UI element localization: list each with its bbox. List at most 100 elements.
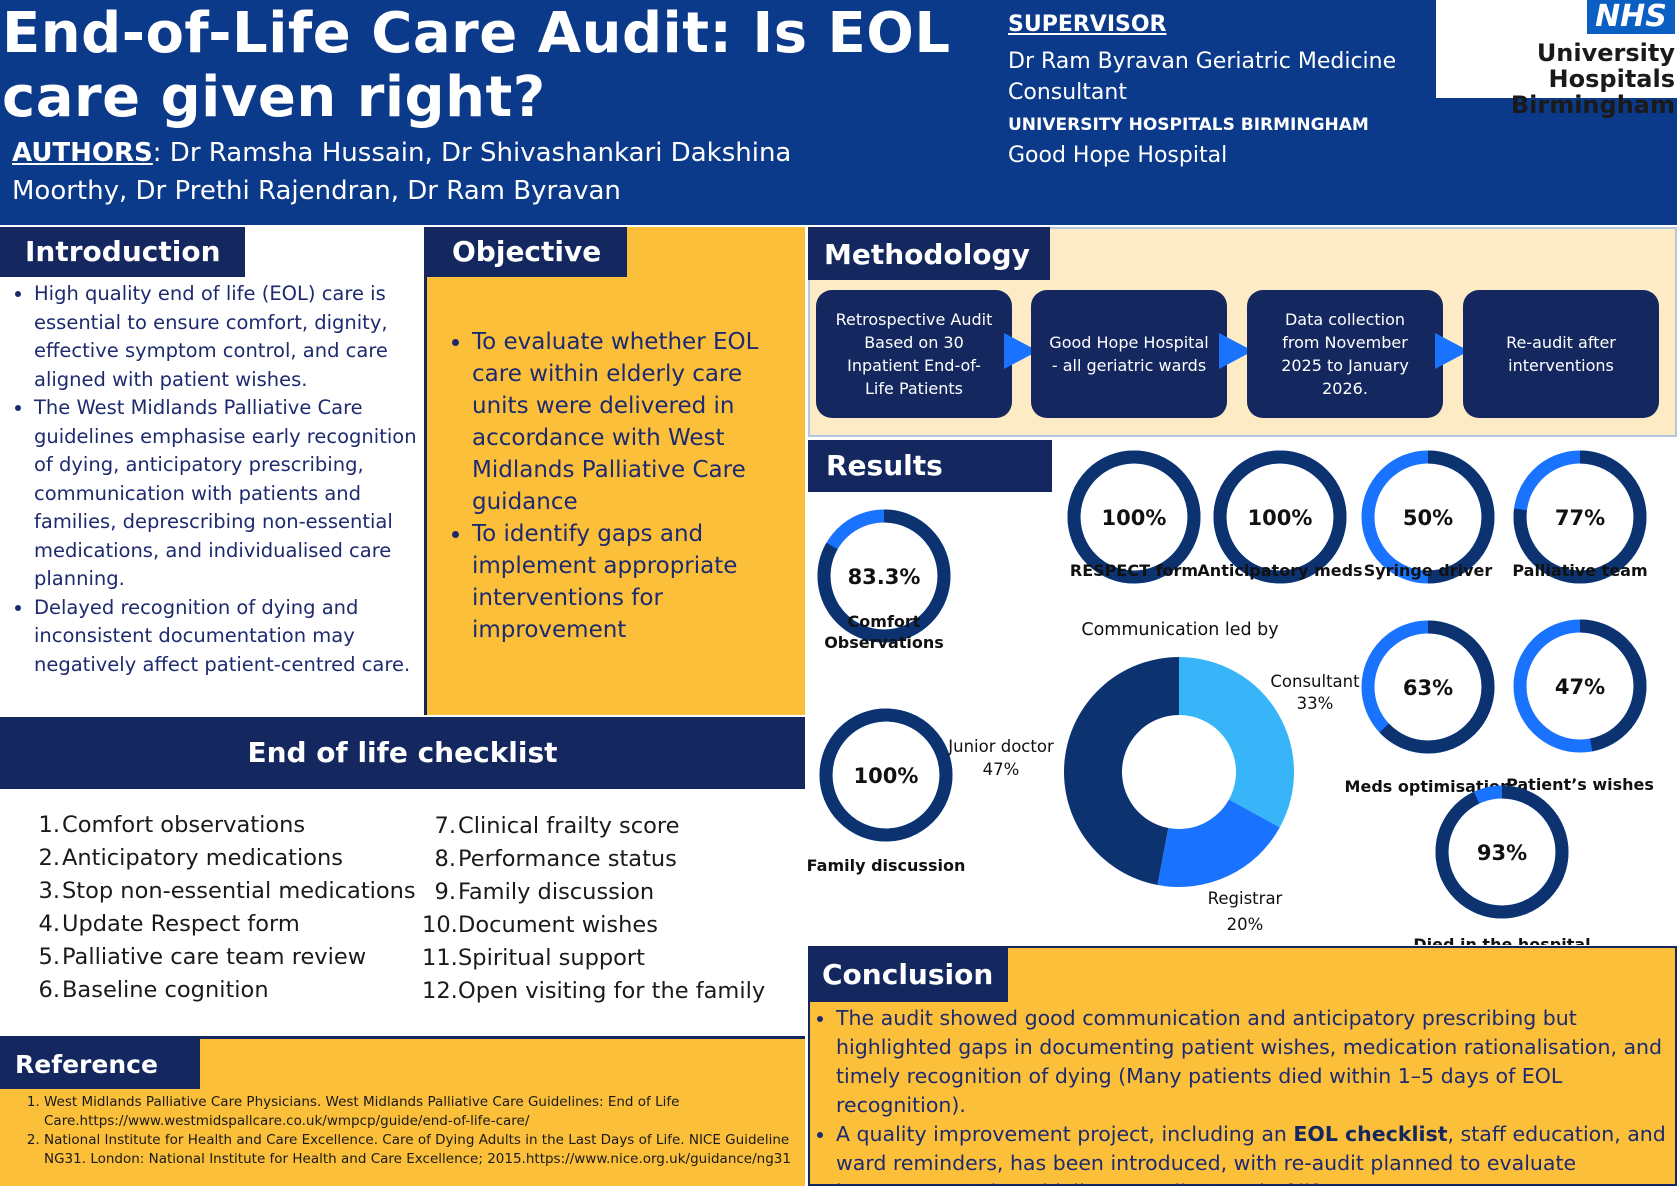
donut-category-label: Meds optimisation: [1345, 777, 1512, 796]
donut-category-label: RESPECT form: [1070, 561, 1198, 580]
method-step: Good Hope Hospital - all geriatric wards: [1031, 290, 1227, 418]
checklist-item: 10.Document wishes: [422, 912, 658, 938]
checklist-item: 7.Clinical frailty score: [434, 813, 680, 839]
checklist-item: 9.Family discussion: [434, 879, 655, 905]
pie-slice-consultant: [1179, 657, 1294, 828]
objective-list: To evaluate whether EOL care within elde…: [450, 326, 800, 646]
checklist-item: 6.Baseline cognition: [38, 977, 269, 1003]
donut-value-label: 100%: [1102, 506, 1167, 530]
donut-value-arc: [1213, 450, 1347, 584]
donut-value-label: 50%: [1403, 506, 1453, 530]
donut-comfort-observations: 83.3% Comfort Observations: [817, 509, 951, 652]
donut-value-label: 100%: [854, 764, 919, 788]
checklist-item: 4.Update Respect form: [38, 911, 300, 937]
objective-panel: [427, 227, 805, 715]
pie-slice-registrar: [1157, 799, 1280, 887]
institution-name: Good Hope Hospital: [1008, 143, 1228, 168]
donut-palliative-team: 77% Palliative team: [1512, 450, 1648, 584]
donut-value-arc: [819, 708, 953, 842]
donut-value-label: 63%: [1403, 676, 1453, 700]
donut-category-label: Palliative team: [1512, 561, 1647, 580]
checklist-heading: End of life checklist: [0, 717, 805, 789]
donut-category-label: Anticipatory meds: [1197, 561, 1362, 580]
supervisor-label: SUPERVISOR: [1008, 12, 1167, 37]
eol-checklist-emphasis: EOL checklist: [1293, 1122, 1448, 1146]
donut-value-arc: [817, 509, 951, 643]
introduction-heading: Introduction: [0, 227, 245, 277]
conclusion-heading: Conclusion: [808, 946, 1008, 1002]
results-chart: 83.3% Comfort Observations 100% RESPECT form…: [808, 450, 1654, 945]
list-item: Delayed recognition of dying and inconsi…: [34, 594, 424, 680]
donut-value-arc: [1435, 785, 1569, 919]
pie-category-label: Junior doctor: [947, 737, 1054, 756]
list-item: A quality improvement project, including…: [836, 1120, 1668, 1186]
donut-patient-s-wishes: 47% Patient’s wishes: [1506, 619, 1654, 794]
method-step: Retrospective Audit Based on 30 Inpatien…: [816, 290, 1012, 418]
reference-item: West Midlands Palliative Care Physicians…: [44, 1093, 800, 1131]
donut-anticipatory-meds: 100% Anticipatory meds: [1197, 450, 1363, 584]
donut-value-arc: [1361, 450, 1495, 584]
pie-value-label: 33%: [1297, 694, 1334, 713]
checklist-item: 3.Stop non-essential medications: [38, 878, 416, 904]
divider: [424, 227, 427, 715]
nhs-badge: NHS: [1587, 0, 1675, 34]
pie-category-label: Registrar: [1208, 889, 1283, 908]
checklist-item: 12.Open visiting for the family: [422, 978, 766, 1004]
methodology-heading: Methodology: [808, 227, 1050, 280]
pie-value-label: 47%: [983, 760, 1020, 779]
list-item: The audit showed good communication and …: [836, 1004, 1668, 1120]
donut-category-label: Died in the hospital: [1413, 935, 1590, 945]
donut-family-discussion: 100% Family discussion: [808, 708, 965, 875]
donut-value-label: 100%: [1248, 506, 1313, 530]
conclusion-list: The audit showed good communication and …: [818, 1004, 1668, 1186]
pie-value-label: 20%: [1227, 915, 1264, 934]
donut-value-label: 47%: [1555, 675, 1605, 699]
checklist-column-1: 1.Comfort observations 2.Anticipatory me…: [36, 809, 416, 1007]
pie-slice-junior-doctor: [1064, 657, 1179, 885]
logo-line2: Birmingham: [1510, 91, 1675, 119]
checklist-item: 8.Performance status: [434, 846, 677, 872]
donut-syringe-driver: 50% Syringe driver: [1361, 450, 1495, 584]
authors-label: AUTHORS: [12, 138, 153, 168]
donut-category-label: Comfort: [848, 612, 921, 631]
donut-category-label: Patient’s wishes: [1506, 775, 1654, 794]
objective-heading: Objective: [427, 227, 627, 277]
donut-value-arc: [1513, 619, 1647, 753]
method-step: Data collection from November 2025 to Ja…: [1247, 290, 1443, 418]
checklist-column-2: 7.Clinical frailty score 8.Performance s…: [422, 810, 802, 1008]
supervisor-name: Dr Ram Byravan Geriatric Medicine Consul…: [1008, 49, 1397, 105]
donut-value-arc: [1513, 450, 1647, 584]
donut-value-label: 83.3%: [848, 565, 921, 589]
donut-category-label: Family discussion: [808, 856, 965, 875]
poster-title: End-of-Life Care Audit: Is EOL care give…: [2, 1, 951, 130]
donut-meds-optimisation: 63% Meds optimisation: [1345, 620, 1512, 796]
institution-label: UNIVERSITY HOSPITALS BIRMINGHAM: [1008, 115, 1369, 135]
checklist-item: 2.Anticipatory medications: [38, 845, 343, 871]
reference-heading: Reference: [0, 1039, 200, 1089]
list-item: To identify gaps and implement appropria…: [472, 518, 800, 646]
donut-value-label: 93%: [1477, 841, 1527, 865]
introduction-list: High quality end of life (EOL) care is e…: [14, 280, 424, 679]
checklist-item: 1.Comfort observations: [38, 812, 306, 838]
donut-category-label: Observations: [824, 633, 944, 652]
pie-title: Communication led by: [1081, 620, 1279, 640]
donut-category-label: Syringe driver: [1364, 561, 1493, 580]
donut-value-arc: [1361, 620, 1495, 754]
list-item: The West Midlands Palliative Care guidel…: [34, 394, 424, 594]
donut-respect-form: 100% RESPECT form: [1067, 450, 1201, 584]
checklist-item: 11.Spiritual support: [422, 945, 645, 971]
poster-header: [0, 0, 1677, 225]
donut-died-in-the-hospital: 93% Died in the hospital: [1413, 785, 1591, 945]
authors: AUTHORS: Dr Ramsha Hussain, Dr Shivashan…: [12, 134, 812, 210]
results-heading: Results: [808, 440, 1052, 492]
logo-line1: University Hospitals: [1536, 39, 1675, 93]
donut-value-label: 77%: [1555, 506, 1605, 530]
logo-text: University Hospitals Birmingham: [1435, 40, 1675, 118]
checklist-item: 5.Palliative care team review: [38, 944, 367, 970]
list-item: To evaluate whether EOL care within elde…: [472, 326, 800, 518]
reference-list: West Midlands Palliative Care Physicians…: [30, 1093, 800, 1169]
list-item: High quality end of life (EOL) care is e…: [34, 280, 424, 394]
nhs-logo: NHS University Hospitals Birmingham: [1436, 0, 1677, 118]
reference-item: National Institute for Health and Care E…: [44, 1131, 800, 1169]
donut-value-arc: [1067, 450, 1201, 584]
